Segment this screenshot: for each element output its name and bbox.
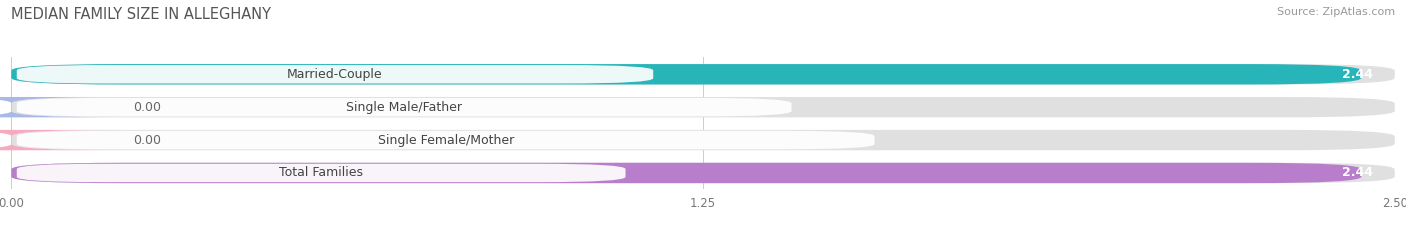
Text: Single Male/Father: Single Male/Father (346, 101, 463, 114)
Text: Married-Couple: Married-Couple (287, 68, 382, 81)
Text: 0.00: 0.00 (134, 134, 162, 147)
FancyBboxPatch shape (11, 64, 1361, 85)
FancyBboxPatch shape (0, 97, 122, 117)
FancyBboxPatch shape (17, 65, 654, 83)
FancyBboxPatch shape (17, 98, 792, 116)
FancyBboxPatch shape (17, 164, 626, 182)
Text: Total Families: Total Families (280, 166, 363, 179)
FancyBboxPatch shape (11, 97, 1395, 117)
Text: 2.44: 2.44 (1341, 68, 1372, 81)
FancyBboxPatch shape (11, 163, 1361, 183)
FancyBboxPatch shape (17, 131, 875, 149)
FancyBboxPatch shape (11, 130, 1395, 150)
Text: Source: ZipAtlas.com: Source: ZipAtlas.com (1277, 7, 1395, 17)
Text: 2.44: 2.44 (1341, 166, 1372, 179)
Text: Single Female/Mother: Single Female/Mother (378, 134, 513, 147)
Text: 0.00: 0.00 (134, 101, 162, 114)
FancyBboxPatch shape (11, 163, 1395, 183)
Text: MEDIAN FAMILY SIZE IN ALLEGHANY: MEDIAN FAMILY SIZE IN ALLEGHANY (11, 7, 271, 22)
FancyBboxPatch shape (11, 64, 1395, 85)
FancyBboxPatch shape (0, 130, 122, 150)
